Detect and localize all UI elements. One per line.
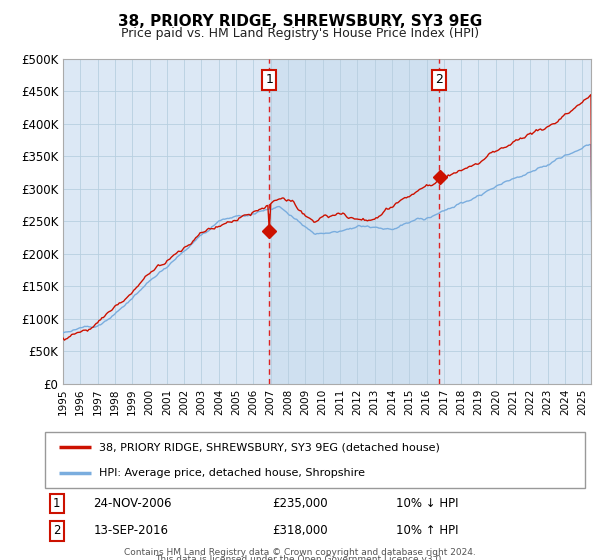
Text: 1: 1 xyxy=(53,497,61,510)
Text: 13-SEP-2016: 13-SEP-2016 xyxy=(94,524,169,537)
Text: 38, PRIORY RIDGE, SHREWSBURY, SY3 9EG: 38, PRIORY RIDGE, SHREWSBURY, SY3 9EG xyxy=(118,14,482,29)
Text: 10% ↑ HPI: 10% ↑ HPI xyxy=(396,524,458,537)
Text: £235,000: £235,000 xyxy=(272,497,328,510)
Text: 2: 2 xyxy=(53,524,61,537)
Text: 1: 1 xyxy=(265,73,273,86)
Bar xyxy=(269,59,439,384)
Text: 2: 2 xyxy=(435,73,443,86)
Text: HPI: Average price, detached house, Shropshire: HPI: Average price, detached house, Shro… xyxy=(99,468,365,478)
Text: Price paid vs. HM Land Registry's House Price Index (HPI): Price paid vs. HM Land Registry's House … xyxy=(121,27,479,40)
Text: This data is licensed under the Open Government Licence v3.0.: This data is licensed under the Open Gov… xyxy=(155,555,445,560)
Text: 24-NOV-2006: 24-NOV-2006 xyxy=(94,497,172,510)
Text: 10% ↓ HPI: 10% ↓ HPI xyxy=(396,497,458,510)
Text: Contains HM Land Registry data © Crown copyright and database right 2024.: Contains HM Land Registry data © Crown c… xyxy=(124,548,476,557)
Text: £318,000: £318,000 xyxy=(272,524,328,537)
Text: 38, PRIORY RIDGE, SHREWSBURY, SY3 9EG (detached house): 38, PRIORY RIDGE, SHREWSBURY, SY3 9EG (d… xyxy=(99,442,440,452)
